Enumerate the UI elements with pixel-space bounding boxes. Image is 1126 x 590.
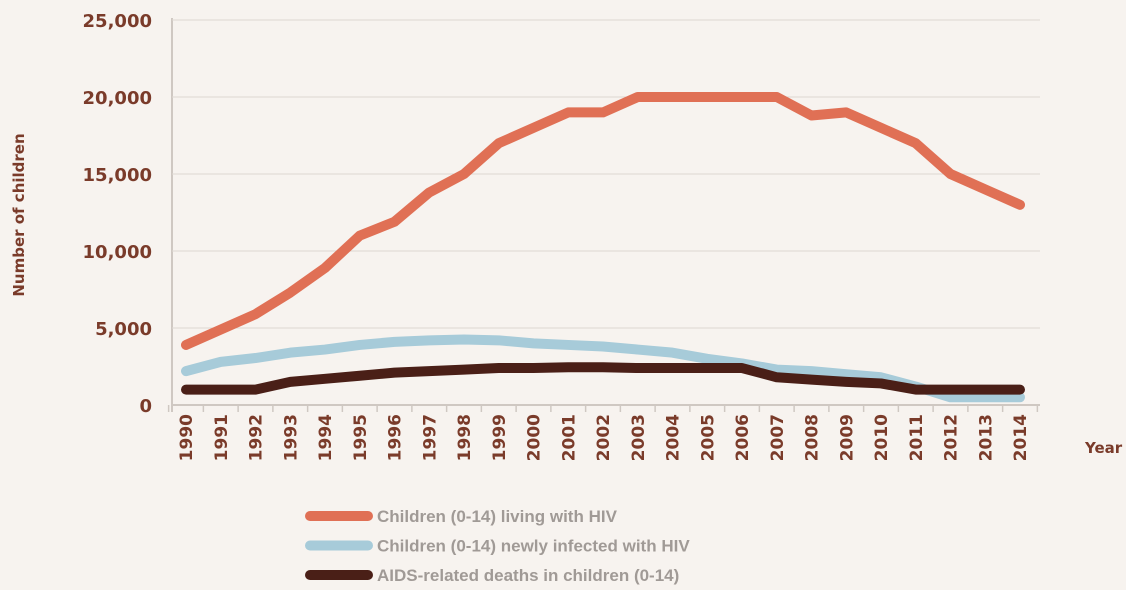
x-tick-label: 2001 [559,414,579,461]
x-tick-label: 1999 [490,414,510,461]
series-line [181,334,1025,403]
x-tick-label: 2006 [733,414,753,461]
x-tick-label: 1996 [386,414,406,461]
series-line [181,362,1025,395]
x-tick-label: 2010 [872,414,892,461]
x-tick-label: 1995 [351,414,371,461]
x-tick-label: 2013 [976,414,996,461]
x-tick-label: 1994 [316,414,336,461]
x-tick-label: 1990 [177,414,197,461]
y-tick-label: 5,000 [95,319,152,340]
x-tick-label: 2002 [594,414,614,461]
legend-label: AIDS-related deaths in children (0-14) [377,566,679,585]
x-tick-label: 2000 [525,414,545,461]
y-tick-label: 0 [139,396,152,417]
x-tick-label: 2008 [803,414,823,461]
x-tick-label: 2004 [664,414,684,461]
x-tick-label: 1991 [212,414,232,461]
x-tick-label: 1993 [281,414,301,461]
series-line [181,92,1025,350]
x-tick-label: 2014 [1011,414,1031,461]
y-tick-label: 10,000 [83,242,152,263]
x-tick-label: 1992 [247,414,267,461]
x-tick-label: 1997 [420,414,440,461]
legend-label: Children (0-14) living with HIV [377,507,618,526]
x-tick-label: 2011 [907,414,927,461]
legend-label: Children (0-14) newly infected with HIV [377,537,690,556]
y-tick-label: 15,000 [83,165,152,186]
x-axis-label: Year [1084,439,1123,457]
y-tick-label: 25,000 [83,11,152,32]
x-tick-label: 2005 [698,414,718,461]
y-axis-label: Number of children [10,133,28,296]
x-tick-label: 1998 [455,414,475,461]
x-tick-label: 2003 [629,414,649,461]
y-tick-label: 20,000 [83,88,152,109]
x-tick-label: 2012 [942,414,962,461]
x-tick-label: 2007 [768,414,788,461]
x-tick-label: 2009 [837,414,857,461]
